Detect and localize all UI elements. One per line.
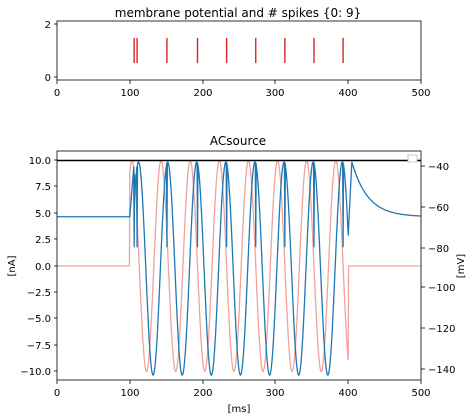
raster-ytick-label-2: 2: [45, 20, 51, 31]
main-xtick-label-400: 400: [338, 388, 357, 399]
raster-title: membrane potential and # spikes {0: 9}: [115, 6, 362, 20]
main-xtick-label-0: 0: [54, 388, 60, 399]
right-ytick-label-neg120: −120: [428, 324, 455, 335]
x-axis-label: [ms]: [228, 404, 251, 415]
raster-xtick-label-400: 400: [338, 88, 357, 99]
left-ytick-label-0: 0.0: [35, 262, 51, 273]
left-ytick-label-neg2.5: −2.5: [27, 288, 51, 299]
left-ytick-label-neg7.5: −7.5: [27, 341, 51, 352]
left-ytick-label-5: 5.0: [35, 209, 51, 220]
raster-spikes: [133, 37, 344, 64]
right-ytick-label-neg140: −140: [428, 365, 455, 376]
right-ytick-label-neg100: −100: [428, 283, 455, 294]
left-ytick-label-10: 10.0: [29, 156, 51, 167]
raster-xtick-label-300: 300: [265, 88, 284, 99]
acsource-panel: ACsource 10.0 7.5 5.0 2.5 0.0 −2.5 −5.0 …: [7, 134, 467, 415]
left-ytick-label-7.5: 7.5: [35, 182, 51, 193]
left-y-axis-label: [nA]: [7, 255, 18, 276]
raster-axes-frame: [56, 20, 422, 81]
raster-ytick-label-0: 0: [45, 73, 51, 84]
raster-xtick-label-100: 100: [120, 88, 139, 99]
main-xtick-label-300: 300: [265, 388, 284, 399]
acsource-plot-area: [57, 159, 421, 376]
raster-xtick-label-500: 500: [411, 88, 430, 99]
main-xtick-label-500: 500: [411, 388, 430, 399]
legend-box: [407, 154, 418, 163]
right-ytick-label-neg40: −40: [428, 162, 449, 173]
right-ytick-label-neg60: −60: [428, 203, 449, 214]
left-ytick-label-neg10: −10.0: [20, 367, 51, 378]
current-series-line: [57, 159, 421, 373]
spike-raster-panel: membrane potential and # spikes {0: 9} 2…: [45, 6, 431, 99]
acsource-axes-frame: [56, 150, 422, 381]
voltage-series-line: [57, 161, 421, 376]
left-ytick-label-2.5: 2.5: [35, 235, 51, 246]
raster-xtick-label-200: 200: [193, 88, 212, 99]
right-ytick-label-neg80: −80: [428, 244, 449, 255]
acsource-title: ACsource: [210, 134, 266, 148]
raster-xtick-label-0: 0: [54, 88, 60, 99]
main-xtick-label-100: 100: [120, 388, 139, 399]
right-y-axis-label: [mV]: [456, 254, 467, 278]
main-xtick-label-200: 200: [193, 388, 212, 399]
left-ytick-label-neg5: −5.0: [27, 314, 51, 325]
